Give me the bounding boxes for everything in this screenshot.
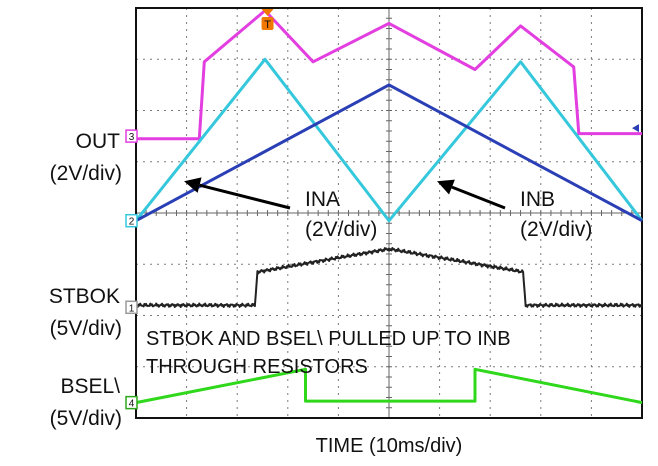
trigger-arrow-icon [261,9,274,16]
annotation-scale: (2V/div) [520,218,592,241]
channel-marker-2: 2 [125,213,138,228]
annotation-ina: INA (2V/div) [184,177,377,241]
trace-inb [135,83,643,223]
note-line-2: THROUGH RESISTORS [146,356,368,378]
right-level-marker-icon [632,124,639,133]
channel-scale-bsel: (5V/div) [50,407,122,430]
channel-marker-number: 3 [129,132,135,143]
channel-name-bsel: BSEL\ [60,375,120,398]
note-line-1: STBOK AND BSEL\ PULLED UP TO INB [146,328,511,350]
channel-markers: 3 2 1 4 T [125,9,639,410]
traces [134,9,644,405]
trace-bsel [135,367,643,405]
channel-marker-1: 1 [125,300,138,315]
labels: OUT (2V/div) STBOK (5V/div) BSEL\ (5V/div) INA… [49,130,593,457]
annotation-label: INA [305,188,340,211]
annotation-arrow-head-icon [437,179,455,195]
trace-out [136,9,642,141]
channel-scale-out: (2V/div) [50,162,122,185]
channel-marker-3: 3 [125,129,138,143]
channel-marker-box [125,300,138,315]
trigger-badge [261,17,274,30]
trace-ina [134,57,644,223]
channel-name-out: OUT [76,130,121,153]
annotation-inb: INB (2V/div) [437,179,592,241]
annotation-arrow-line [199,183,291,210]
annotation-arrow-head-icon [184,177,202,193]
trace-stbok [135,247,643,308]
annotation-scale: (2V/div) [305,218,377,241]
channel-marker-number: 1 [129,303,135,314]
annotation-label: INB [520,188,555,211]
channel-marker-box [125,213,138,228]
trigger-marker: T [261,9,274,31]
channel-marker-number: 2 [129,217,135,228]
x-axis-label: TIME (10ms/div) [316,435,463,457]
channel-marker-box [125,129,138,143]
channel-marker-box [125,395,138,410]
channel-name-stbok: STBOK [49,285,120,308]
annotation-arrow-line [451,185,506,210]
channel-marker-number: 4 [129,399,135,410]
channel-marker-4: 4 [125,395,138,410]
trigger-label: T [264,19,271,31]
channel-scale-stbok: (5V/div) [50,317,122,340]
grid [135,7,643,419]
plot-frame [135,7,643,419]
